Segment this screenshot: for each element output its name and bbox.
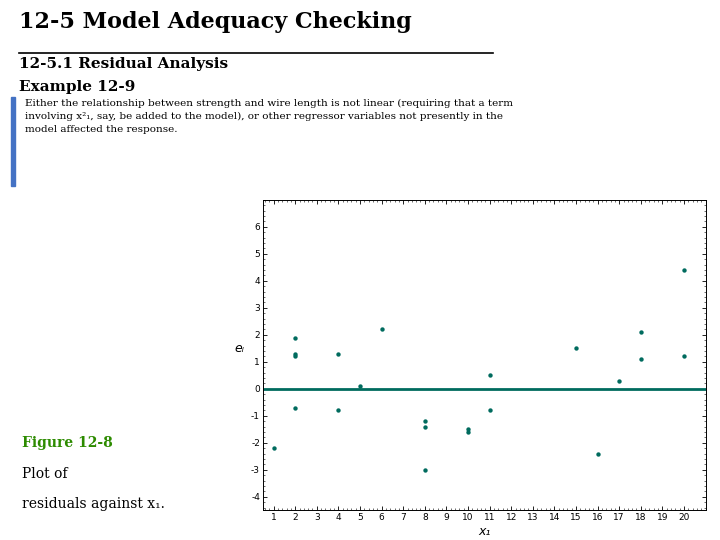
- Text: 12-5.1 Residual Analysis: 12-5.1 Residual Analysis: [19, 57, 228, 71]
- Point: [462, 428, 474, 436]
- Point: [484, 406, 495, 415]
- Point: [570, 344, 582, 353]
- Point: [462, 425, 474, 434]
- Point: [289, 349, 301, 358]
- Y-axis label: eᵢ: eᵢ: [235, 342, 245, 355]
- Point: [376, 325, 387, 334]
- Point: [635, 355, 647, 363]
- Point: [333, 406, 344, 415]
- Text: Plot of: Plot of: [22, 467, 67, 481]
- Point: [678, 266, 690, 274]
- Point: [613, 376, 625, 385]
- Text: Example 12-9: Example 12-9: [19, 80, 135, 94]
- Point: [289, 333, 301, 342]
- Point: [354, 382, 366, 390]
- Point: [333, 349, 344, 358]
- Point: [419, 417, 431, 426]
- Text: residuals against x₁.: residuals against x₁.: [22, 497, 164, 511]
- Point: [484, 371, 495, 380]
- Bar: [11, 97, 15, 186]
- Point: [635, 328, 647, 336]
- X-axis label: x₁: x₁: [478, 525, 490, 538]
- Text: Figure 12-8: Figure 12-8: [22, 436, 112, 450]
- Point: [419, 422, 431, 431]
- Point: [592, 449, 603, 458]
- Point: [268, 444, 279, 453]
- Point: [678, 352, 690, 361]
- Point: [419, 465, 431, 474]
- Text: Either the relationship between strength and wire length is not linear (requirin: Either the relationship between strength…: [24, 99, 513, 134]
- Text: 12-5 Model Adequacy Checking: 12-5 Model Adequacy Checking: [19, 10, 412, 32]
- Point: [289, 352, 301, 361]
- Point: [289, 403, 301, 412]
